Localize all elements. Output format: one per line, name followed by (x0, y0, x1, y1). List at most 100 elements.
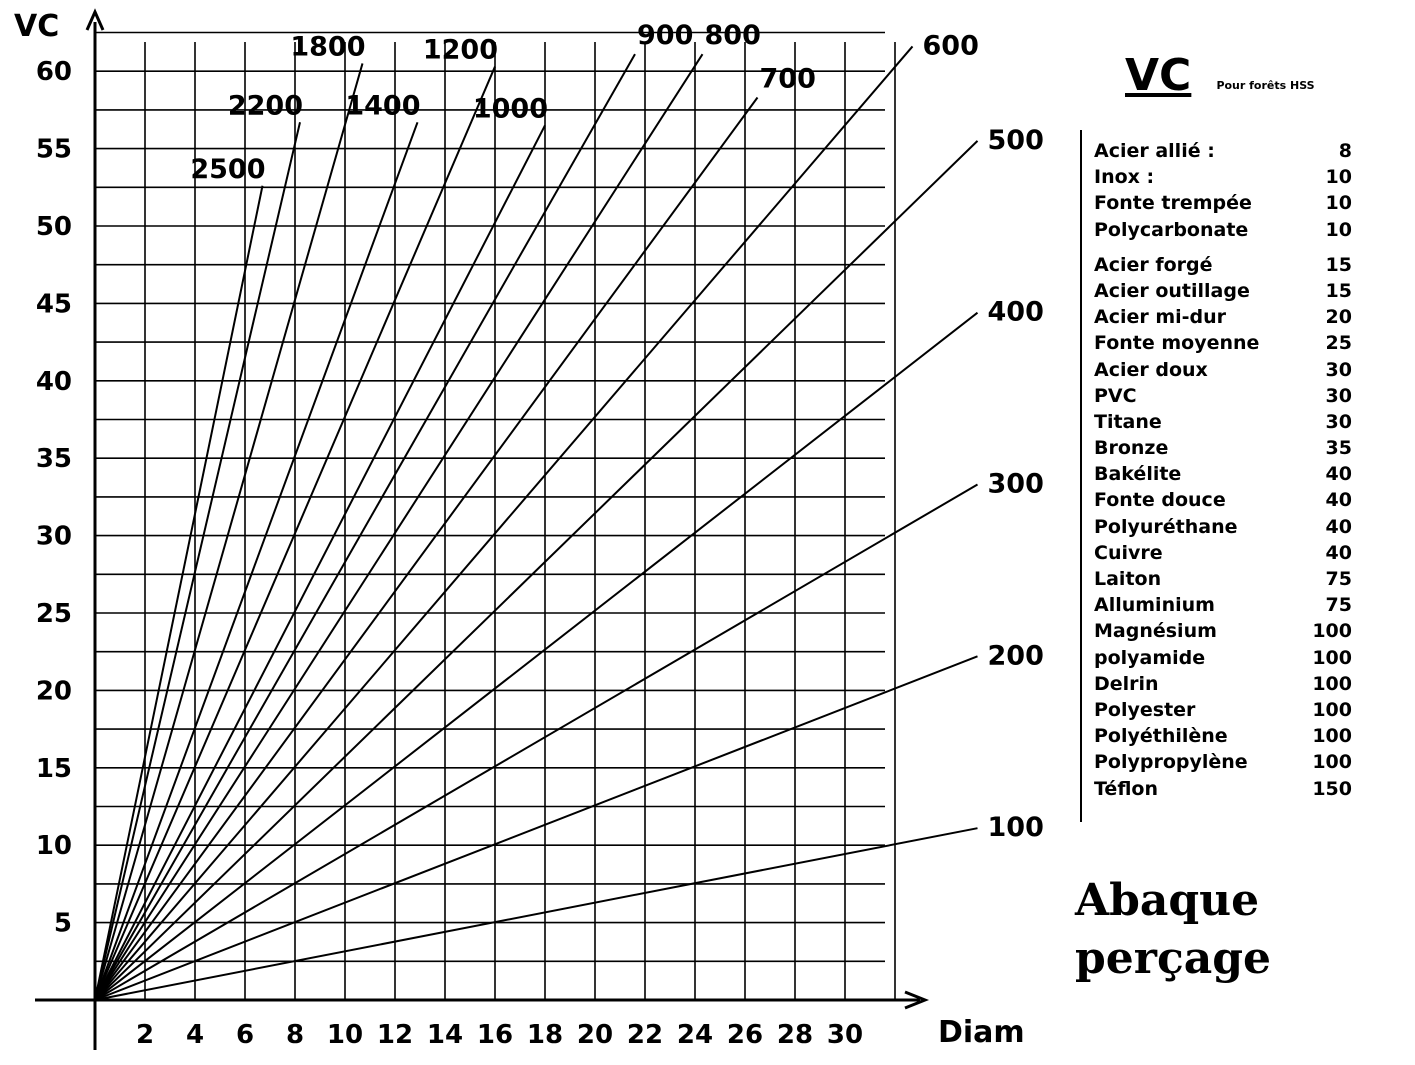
axes (35, 8, 930, 1050)
material-row: Acier allié : 8 (1094, 138, 1352, 164)
rpm-label-1200: 1200 (423, 35, 498, 66)
material-name: Acier mi-dur (1094, 306, 1227, 329)
series-line-600 (94, 45, 914, 1001)
rpm-label-1400: 1400 (345, 90, 420, 121)
x-tick-label: 14 (427, 1020, 463, 1050)
material-name: Laiton (1094, 568, 1162, 590)
material-row: Acier mi-dur 20 (1094, 304, 1352, 330)
material-vc: 40 (1325, 541, 1352, 564)
material-row: Polycarbonate 10 (1094, 217, 1352, 243)
y-axis-arrow (85, 8, 105, 31)
material-vc: 30 (1325, 358, 1352, 381)
abaque-title-line1: Abaque (1075, 875, 1260, 926)
series-line-500 (94, 140, 979, 1001)
material-row: Polyuréthane 40 (1094, 514, 1352, 540)
series-line-300 (94, 483, 979, 1001)
y-tick-label: 20 (36, 676, 72, 706)
material-row: Fonte trempée 10 (1094, 190, 1352, 216)
material-vc: 40 (1325, 463, 1352, 486)
material-row: Delrin 100 (1094, 671, 1352, 697)
material-name: Téflon (1094, 777, 1158, 800)
material-name: Delrin (1094, 672, 1159, 695)
y-tick-label: 15 (36, 754, 72, 784)
series-line-800 (94, 53, 704, 1001)
material-vc: 75 (1325, 568, 1352, 590)
material-vc: 100 (1312, 725, 1352, 748)
material-name: Polyester (1094, 698, 1196, 721)
material-name: polyamide (1094, 646, 1206, 669)
x-axis-arrow (904, 990, 930, 1010)
legend-header: VC Pour forêts HSS (1125, 50, 1315, 101)
series-line-1400 (94, 121, 419, 1001)
materials-legend: Acier allié :8 Inox :10 Fonte trempée 10 Pol… (1080, 130, 1362, 822)
material-row: Acier forgé 15 (1094, 252, 1352, 278)
material-vc: 35 (1325, 437, 1352, 460)
abaque-title: Abaque perçage (1075, 872, 1271, 988)
material-vc: 8 (1338, 140, 1352, 162)
rpm-label-700: 700 (760, 64, 816, 95)
rpm-label-300: 300 (988, 469, 1044, 500)
y-tick-label: 45 (36, 289, 72, 319)
rpm-label-400: 400 (988, 297, 1044, 328)
x-tick-label: 8 (286, 1020, 304, 1050)
series-line-900 (94, 53, 636, 1001)
series-line-200 (94, 655, 978, 1001)
material-row: Titane 30 (1094, 409, 1352, 435)
material-vc: 10 (1325, 218, 1352, 241)
material-row: Fonte moyenne 25 (1094, 330, 1352, 356)
material-name: Acier doux (1094, 358, 1208, 381)
rpm-label-800: 800 (705, 20, 761, 51)
material-name: PVC (1094, 384, 1137, 407)
x-tick-label: 6 (236, 1020, 254, 1050)
series-line-100 (94, 827, 978, 1001)
legend-title: VC (1125, 50, 1192, 101)
series-line-1000 (94, 124, 546, 1001)
material-name: Acier forgé (1094, 253, 1213, 276)
rpm-label-2500: 2500 (190, 154, 265, 185)
series-line-400 (94, 311, 979, 1001)
x-tick-label: 10 (327, 1020, 363, 1050)
x-tick-label: 26 (727, 1020, 763, 1050)
material-vc: 75 (1325, 594, 1352, 617)
material-vc: 40 (1325, 515, 1352, 538)
y-tick-label: 25 (36, 599, 72, 629)
x-tick-label: 30 (827, 1020, 863, 1050)
y-axis-title: VC (14, 9, 59, 44)
material-row: Polyéthilène 100 (1094, 723, 1352, 749)
y-tick-label: 60 (36, 57, 72, 87)
material-row: Inox : 10 (1094, 164, 1352, 190)
series-line-700 (94, 96, 759, 1001)
material-row: Fonte douce 40 (1094, 487, 1352, 513)
material-vc: 15 (1325, 279, 1352, 302)
material-name: Acier outillage (1094, 279, 1250, 302)
material-vc: 100 (1312, 620, 1352, 643)
x-tick-label: 4 (186, 1020, 204, 1050)
x-tick-label: 18 (527, 1020, 563, 1050)
material-vc: 150 (1312, 777, 1352, 800)
series-line-1200 (94, 66, 496, 1001)
material-name: Fonte trempée (1094, 192, 1252, 215)
material-name: Inox : (1094, 166, 1155, 189)
y-tick-label: 35 (36, 444, 72, 474)
material-vc: 100 (1312, 751, 1352, 774)
material-vc: 10 (1325, 192, 1352, 215)
rpm-label-900: 900 (637, 20, 693, 51)
y-tick-label: 30 (36, 522, 72, 552)
rpm-label-200: 200 (988, 640, 1044, 671)
x-tick-label: 22 (627, 1020, 663, 1050)
rpm-label-600: 600 (923, 30, 979, 61)
material-name: Alluminium (1094, 594, 1215, 617)
y-tick-label: 10 (36, 831, 72, 861)
x-tick-label: 12 (377, 1020, 413, 1050)
materials-list: Acier allié :8 Inox :10 Fonte trempée 10 Pol… (1094, 138, 1352, 802)
x-tick-label: 28 (777, 1020, 813, 1050)
y-tick-label: 50 (36, 212, 72, 242)
material-name: Bronze (1094, 437, 1169, 460)
tick-labels: 2 4 6 8 10 12 14 16 18 20 22 24 26 28 3051015202530354… (36, 57, 863, 1050)
material-row: Polyester 100 (1094, 697, 1352, 723)
material-name: Polycarbonate (1094, 218, 1249, 241)
material-vc: 100 (1312, 646, 1352, 669)
rpm-label-1000: 1000 (473, 93, 548, 124)
material-row: Téflon 150 (1094, 776, 1352, 802)
material-row: Bronze 35 (1094, 435, 1352, 461)
